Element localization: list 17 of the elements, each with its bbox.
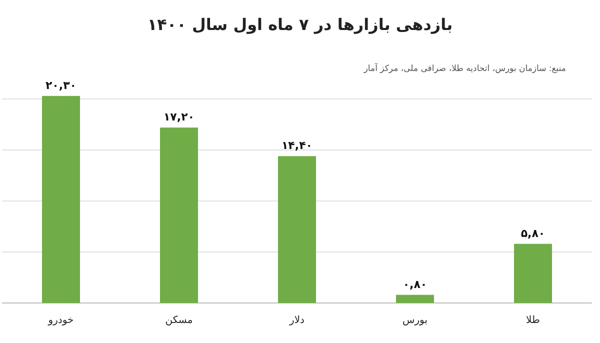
- x-tick-label: مسکن: [165, 315, 193, 326]
- bar: [42, 96, 80, 303]
- data-label: ۵,۸۰: [520, 226, 546, 240]
- data-label: ۱۴,۴۰: [281, 139, 313, 152]
- x-tick-label: دلار: [288, 315, 304, 326]
- data-label: ۲۰,۳۰: [45, 78, 77, 92]
- data-label: ۰,۸۰: [402, 278, 428, 291]
- bar: [514, 244, 552, 303]
- bar: [278, 156, 316, 303]
- bar: [396, 294, 434, 303]
- bar: [160, 128, 198, 303]
- x-tick-label: خودرو: [47, 315, 74, 326]
- chart-title: بازدهی بازارها در ۷ ماه اول سال ۱۴۰۰: [147, 15, 453, 34]
- x-tick-label: طلا: [526, 315, 540, 326]
- x-tick-label: بورس: [402, 315, 428, 326]
- text: منبع: سازمان بورس، اتحادیه طلا، صرافی ملی، مرکز آمار: [362, 63, 566, 74]
- data-label: ۱۷,۲۰: [163, 110, 195, 124]
